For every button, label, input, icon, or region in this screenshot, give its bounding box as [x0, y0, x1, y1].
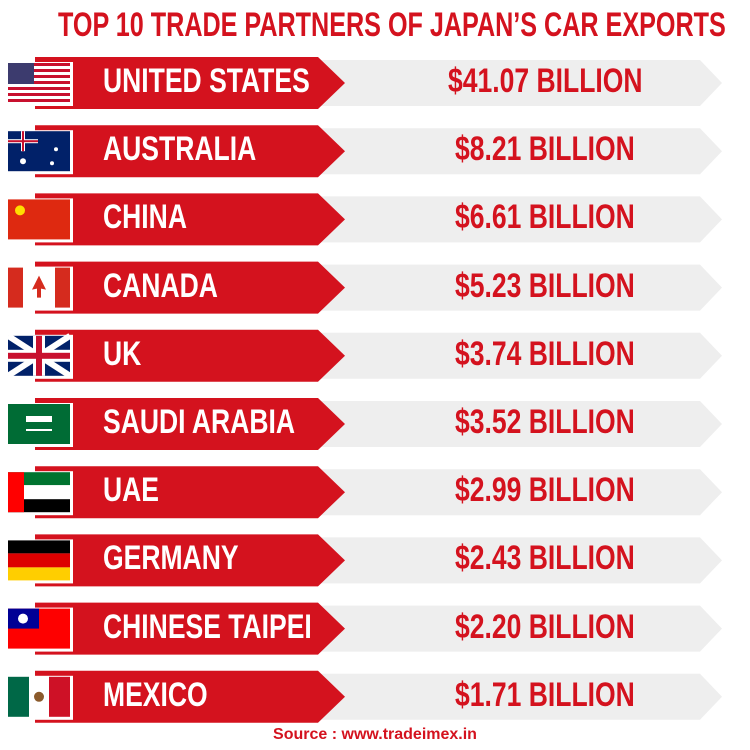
- flag-part: [20, 158, 26, 165]
- flag-part: [8, 81, 70, 84]
- flag-part: [18, 613, 28, 624]
- flag-part: [54, 147, 58, 152]
- value-band: [300, 673, 722, 720]
- flag-part: [8, 540, 70, 554]
- export-value: $2.43 BILLION: [454, 539, 635, 578]
- export-value: $8.21 BILLION: [454, 130, 635, 169]
- value-band: [300, 401, 722, 447]
- country-band: [35, 466, 345, 519]
- country-band: [35, 261, 345, 314]
- flag-part: [8, 553, 70, 568]
- country-band: [35, 398, 345, 450]
- value-band: [300, 469, 722, 516]
- export-value: $5.23 BILLION: [454, 266, 635, 305]
- flag-part: [8, 567, 70, 581]
- flag-part: [8, 93, 70, 96]
- export-value: $3.74 BILLION: [454, 334, 635, 373]
- flag-part: [50, 161, 54, 166]
- flag-part: [49, 676, 70, 717]
- country-band: [35, 602, 345, 655]
- country-name: CHINA: [103, 198, 187, 237]
- country-band: [35, 534, 345, 587]
- source: Source : www.tradeimex.in: [273, 726, 477, 743]
- export-value: $2.20 BILLION: [454, 607, 635, 646]
- flag-part: [8, 75, 70, 78]
- flag-part: [8, 676, 29, 717]
- country-name: MEXICO: [103, 675, 208, 714]
- country-band: [35, 329, 345, 382]
- flag-part: [34, 691, 44, 702]
- flag-part: [8, 140, 38, 143]
- country-name: GERMANY: [103, 539, 239, 578]
- flag-part: [26, 429, 52, 431]
- value-band: [300, 332, 722, 379]
- value-band: [300, 264, 722, 311]
- country-name: UK: [103, 334, 142, 373]
- country-name: UNITED STATES: [103, 62, 310, 100]
- flag-part: [55, 267, 70, 308]
- flag-part: [8, 199, 70, 240]
- value-band: [300, 60, 722, 106]
- flag-part: [8, 352, 70, 359]
- country-band: [35, 125, 345, 178]
- country-name: AUSTRALIA: [103, 130, 257, 169]
- export-value: $3.52 BILLION: [454, 403, 635, 441]
- title: TOP 10 TRADE PARTNERS OF JAPAN’S CAR EXP…: [58, 6, 726, 44]
- flag-part: [8, 63, 70, 66]
- export-value: $6.61 BILLION: [454, 198, 635, 237]
- flag-part: [8, 69, 70, 72]
- export-value: $2.99 BILLION: [454, 471, 635, 510]
- country-band: [35, 670, 345, 723]
- export-value: $41.07 BILLION: [447, 62, 643, 100]
- flag-part: [26, 416, 52, 422]
- value-band: [300, 128, 722, 175]
- value-band: [300, 605, 722, 652]
- flag-part: [8, 99, 70, 102]
- country-name: SAUDI ARABIA: [103, 403, 296, 441]
- flag-part: [15, 205, 25, 216]
- flag-part: [8, 63, 34, 84]
- value-band: [300, 537, 722, 584]
- country-name: CHINESE TAIPEI: [103, 607, 312, 646]
- flag-part: [8, 472, 24, 513]
- country-band: [35, 57, 345, 109]
- country-band: [35, 193, 345, 246]
- flag-part: [8, 267, 23, 308]
- country-name: CANADA: [103, 266, 218, 305]
- flag-part: [8, 404, 70, 444]
- value-band: [300, 196, 722, 243]
- country-name: UAE: [103, 471, 160, 510]
- flag-part: [8, 131, 70, 172]
- flag-part: [8, 87, 70, 90]
- export-value: $1.71 BILLION: [454, 675, 635, 714]
- flag-part: [32, 275, 46, 298]
